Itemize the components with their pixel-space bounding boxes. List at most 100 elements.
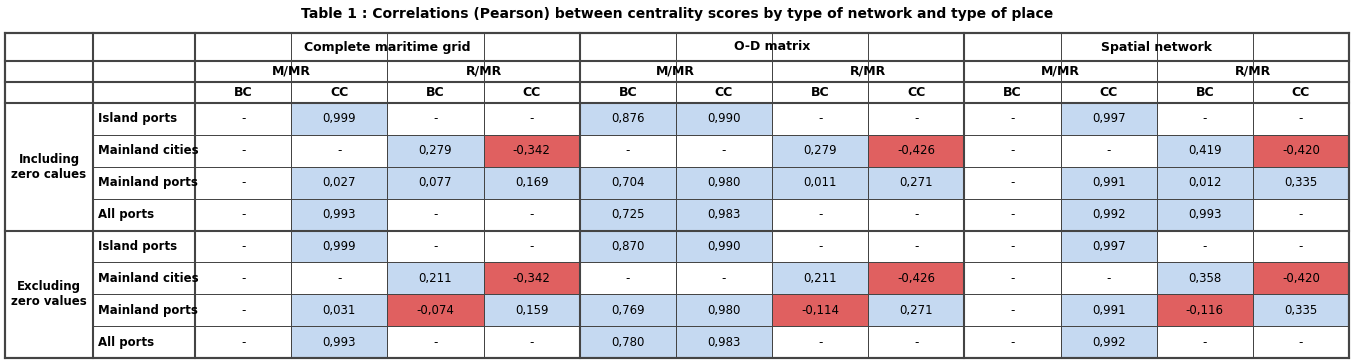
Bar [387,167,483,199]
Text: -: - [722,272,726,285]
Bar [1156,326,1252,358]
Bar [868,326,964,358]
Text: -: - [1010,240,1014,253]
Bar [291,135,387,167]
Bar [580,167,676,199]
Text: 0,991: 0,991 [1091,176,1125,189]
Bar [676,199,772,231]
Text: 0,983: 0,983 [707,208,741,221]
Bar [93,103,195,135]
Bar [772,135,868,167]
Text: -: - [241,240,245,253]
Text: -: - [433,240,437,253]
Bar [772,231,868,262]
Text: -: - [1010,144,1014,157]
Bar [1060,231,1156,262]
Text: 0,980: 0,980 [707,304,741,317]
Bar [1252,82,1349,103]
Bar [195,231,291,262]
Text: 0,780: 0,780 [611,335,645,348]
Bar [772,167,868,199]
Text: 0,876: 0,876 [611,113,645,126]
Bar [387,135,483,167]
Text: Mainland cities: Mainland cities [97,144,199,157]
Text: -: - [1106,144,1110,157]
Text: Table 1 : Correlations (Pearson) between centrality scores by type of network an: Table 1 : Correlations (Pearson) between… [301,7,1053,21]
Text: Excluding
zero values: Excluding zero values [11,280,87,308]
Bar [195,135,291,167]
Bar [93,294,195,326]
Bar [1156,103,1252,135]
Bar [676,103,772,135]
Bar [195,82,291,103]
Bar [1252,326,1349,358]
Text: -: - [433,335,437,348]
Bar [483,135,580,167]
Bar [772,199,868,231]
Bar [676,167,772,199]
Bar [676,294,772,326]
Bar [483,231,580,262]
Text: 0,997: 0,997 [1091,240,1125,253]
Text: -0,342: -0,342 [513,144,551,157]
Bar [291,262,387,294]
Text: -: - [337,144,341,157]
Text: R/MR: R/MR [466,65,501,78]
Text: -0,426: -0,426 [898,144,936,157]
Bar [868,262,964,294]
Text: -: - [1298,208,1303,221]
Text: -: - [914,240,918,253]
Bar [1060,167,1156,199]
Bar [1252,103,1349,135]
Bar [676,262,772,294]
Text: 0,980: 0,980 [707,176,741,189]
Text: 0,169: 0,169 [515,176,548,189]
Bar [1156,82,1252,103]
Text: -: - [818,335,822,348]
Text: 0,993: 0,993 [1187,208,1221,221]
Bar [483,294,580,326]
Bar [964,294,1060,326]
Text: M/MR: M/MR [657,65,696,78]
Bar [93,199,195,231]
Text: -0,074: -0,074 [417,304,455,317]
Bar [483,167,580,199]
Bar [291,82,387,103]
Bar [964,103,1060,135]
Bar [1252,231,1349,262]
Text: 0,335: 0,335 [1285,176,1317,189]
Text: 0,870: 0,870 [611,240,645,253]
Text: -: - [818,240,822,253]
Text: 0,211: 0,211 [418,272,452,285]
Text: 0,992: 0,992 [1091,208,1125,221]
Bar [387,231,483,262]
Text: 0,991: 0,991 [1091,304,1125,317]
Bar [1060,199,1156,231]
Text: -: - [722,144,726,157]
Text: 0,077: 0,077 [418,176,452,189]
Bar [964,61,1156,82]
Text: -: - [1010,335,1014,348]
Bar [291,294,387,326]
Text: CC: CC [907,86,925,99]
Bar [964,231,1060,262]
Text: -: - [914,113,918,126]
Bar [676,82,772,103]
Bar [387,326,483,358]
Text: Island ports: Island ports [97,113,177,126]
Text: -: - [529,208,533,221]
Text: R/MR: R/MR [850,65,887,78]
Bar [5,61,195,82]
Bar [387,294,483,326]
Bar [1252,135,1349,167]
Bar [1156,167,1252,199]
Text: Mainland ports: Mainland ports [97,304,198,317]
Bar [1156,294,1252,326]
Bar [195,294,291,326]
Bar [387,61,580,82]
Bar [1252,262,1349,294]
Text: BC: BC [811,86,830,99]
Bar [1252,167,1349,199]
Bar [1156,262,1252,294]
Text: -0,342: -0,342 [513,272,551,285]
